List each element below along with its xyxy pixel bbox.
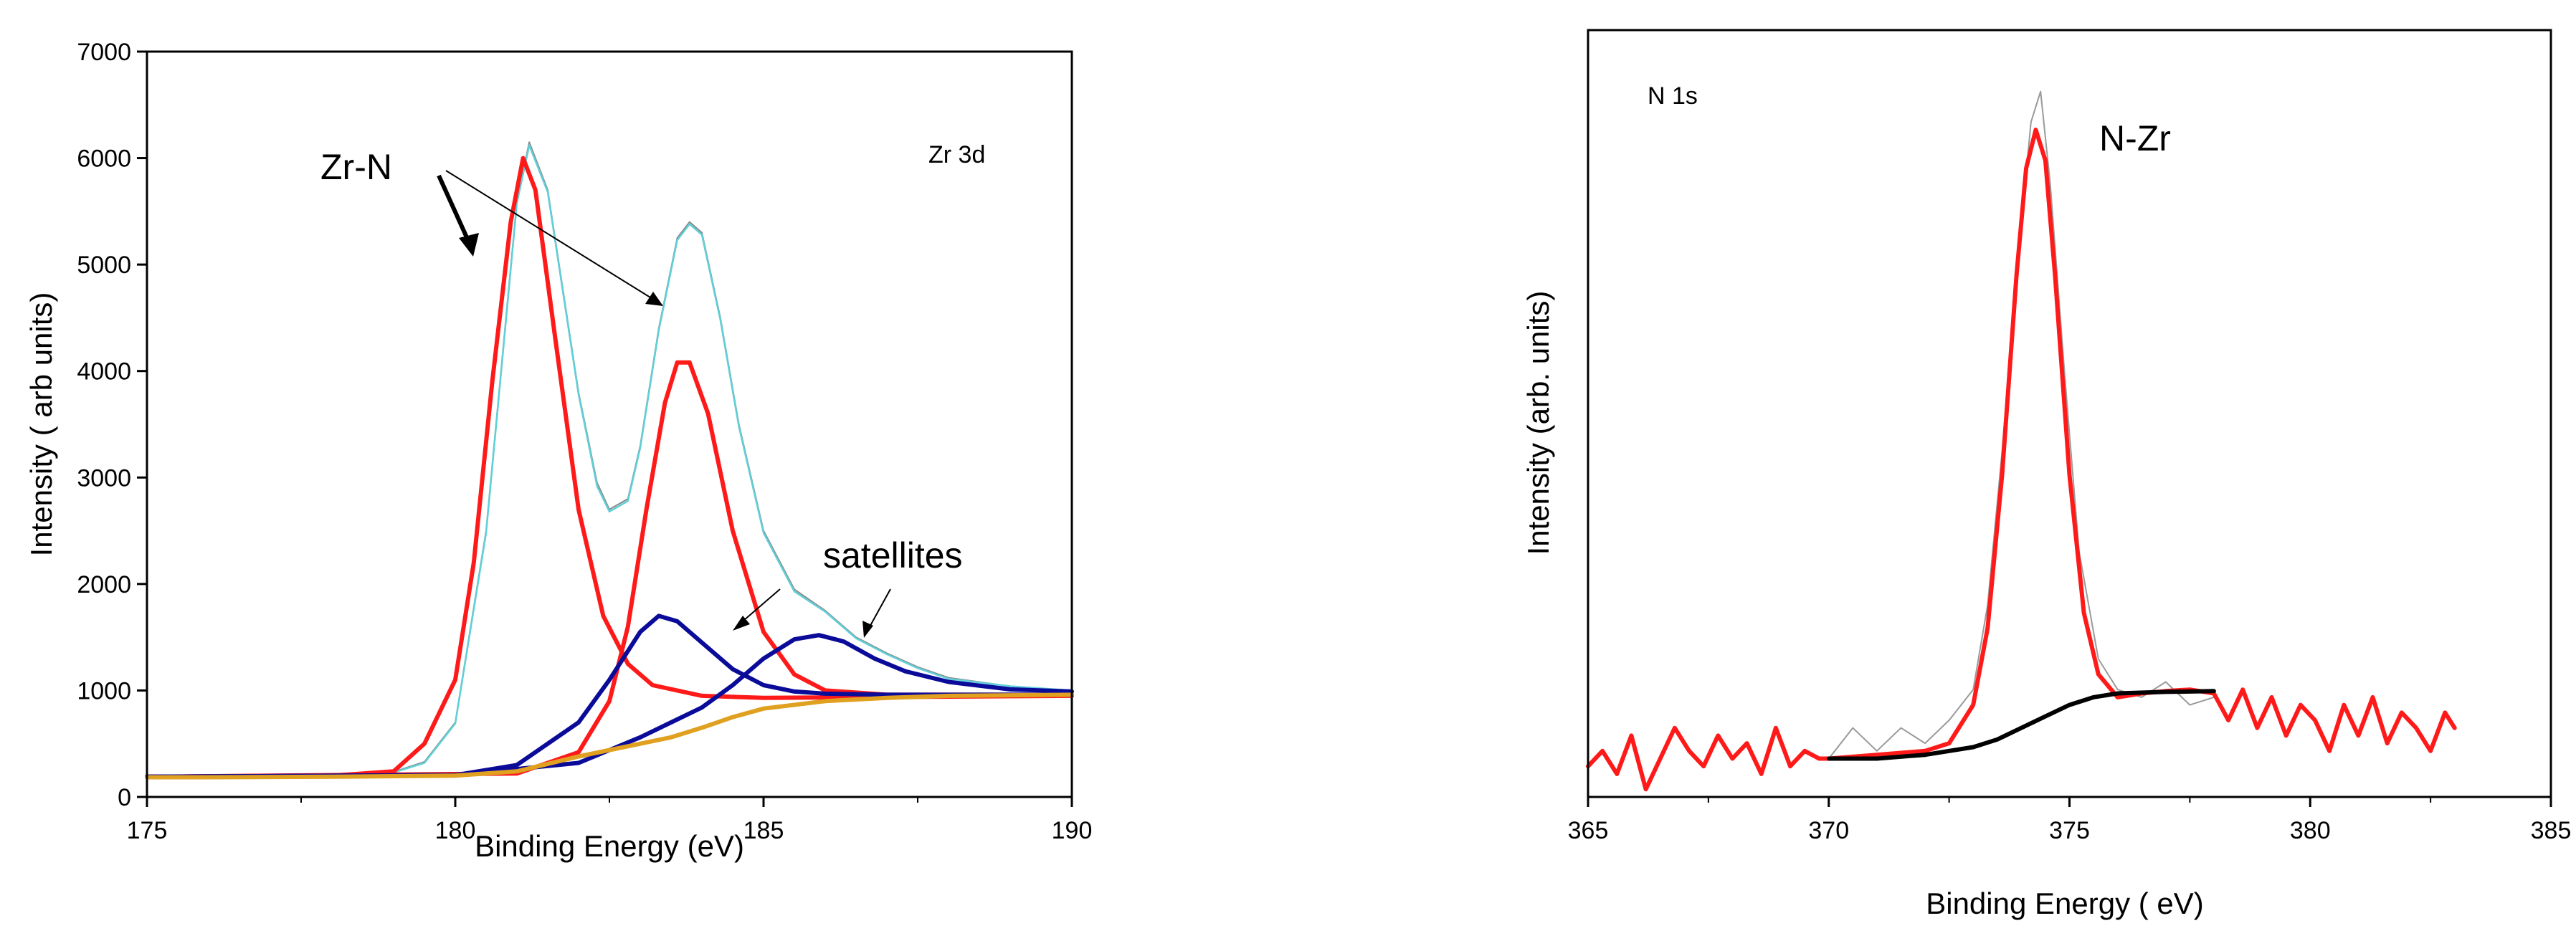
n1s-series-background — [1826, 689, 2216, 761]
zr3d-y-tick-label: 1000 — [77, 677, 131, 704]
zrn-arrow-to-first-peak — [437, 174, 472, 245]
n1s-series-group — [1586, 90, 2457, 792]
zrn-arrow-head-1 — [459, 233, 479, 257]
zr3d-x-axis: 175 180 185 190 — [127, 797, 1093, 844]
n1s-chart: 365 370 375 380 385 Binding Energy ( eV) Int… — [1521, 29, 2572, 920]
n1s-x-tick-label: 375 — [2049, 817, 2090, 844]
zr3d-x-tick-label: 185 — [743, 817, 784, 844]
zr3d-series-envelope-fit — [146, 144, 1073, 778]
zr3d-y-tick-label: 2000 — [77, 571, 131, 598]
n1s-x-tick-label: 380 — [2290, 817, 2331, 844]
n1s-x-axis-title: Binding Energy ( eV) — [1926, 887, 2204, 920]
zr3d-series-group — [145, 141, 1074, 780]
zr3d-series-background — [145, 692, 1074, 780]
zr3d-x-tick-label: 190 — [1052, 817, 1093, 844]
zr3d-series-zr-n-3d5-2 — [145, 156, 1074, 779]
zr3d-y-tick-label: 7000 — [77, 39, 131, 66]
zr3d-y-tick-label: 5000 — [77, 252, 131, 279]
zrn-arrow-head-2 — [645, 292, 663, 306]
n1s-x-axis: 365 370 375 380 385 — [1568, 797, 2572, 844]
n1s-x-tick-label: 365 — [1568, 817, 1609, 844]
zrn-annotation: Zr-N — [320, 147, 392, 187]
zr3d-y-tick-label: 4000 — [77, 358, 131, 386]
n1s-x-tick-label: 385 — [2531, 817, 2572, 844]
zr3d-chart: 175 180 185 190 0 1000 2000 3000 4000 5000 6000 70… — [24, 39, 1092, 863]
satellites-arrow-2 — [867, 588, 891, 631]
zr3d-x-tick-label: 175 — [127, 817, 168, 844]
zr3d-y-axis-title: Intensity ( arb units) — [24, 292, 58, 557]
satellites-arrow-head-1 — [733, 616, 750, 631]
nzr-annotation: N-Zr — [2099, 118, 2171, 158]
n1s-panel-label: N 1s — [1648, 82, 1698, 110]
zr3d-series-satellite-1 — [145, 613, 1074, 779]
zr3d-y-tick-label: 3000 — [77, 464, 131, 492]
zr3d-y-tick-label: 6000 — [77, 145, 131, 173]
zr3d-y-tick-label: 0 — [118, 784, 131, 811]
zr3d-y-axis: 0 1000 2000 3000 4000 5000 6000 7000 — [77, 39, 147, 811]
n1s-x-tick-label: 370 — [1808, 817, 1849, 844]
zr3d-annotation-arrows — [437, 170, 891, 638]
zr3d-x-axis-title: Binding Energy (eV) — [475, 829, 744, 863]
zr3d-x-tick-label: 180 — [435, 817, 476, 844]
satellites-annotation: satellites — [823, 535, 963, 575]
n1s-series-n-zr-fit — [1586, 128, 2457, 792]
satellites-arrow-head-2 — [862, 621, 873, 638]
zr3d-panel-label: Zr 3d — [928, 141, 985, 168]
zrn-arrow-to-second-peak — [445, 170, 657, 302]
zr3d-series-zr-n-3d3-2 — [145, 360, 1074, 779]
n1s-y-axis-title: Intensity (arb. units) — [1521, 291, 1555, 555]
